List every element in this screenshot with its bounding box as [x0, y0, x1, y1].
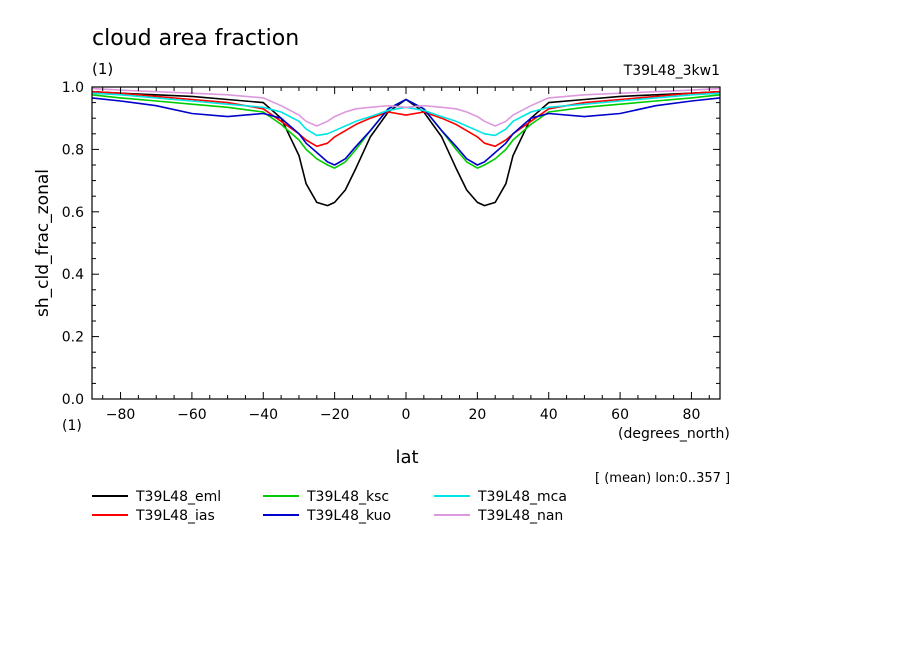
- x-tick-label: −60: [177, 407, 207, 423]
- legend-label: T39L48_nan: [477, 508, 563, 524]
- x-tick-label: 80: [683, 407, 701, 423]
- experiment-label: T39L48_3kw1: [623, 63, 720, 79]
- x-axis-units: (degrees_north): [618, 426, 730, 442]
- plot-area: [91, 87, 721, 207]
- y-tick-label: 1.0: [62, 80, 84, 96]
- legend-label: T39L48_eml: [135, 489, 221, 505]
- x-tick-label: −40: [248, 407, 278, 423]
- chart-title: cloud area fraction: [92, 26, 299, 51]
- x-tick-label: −20: [320, 407, 350, 423]
- series-line-T39L48_kuo: [91, 97, 721, 166]
- legend-label: T39L48_kuo: [306, 508, 391, 524]
- series-line-T39L48_eml: [91, 90, 721, 207]
- legend-label: T39L48_ias: [135, 508, 215, 524]
- y-tick-label: 0.0: [62, 392, 84, 408]
- y-tick-label: 0.8: [62, 142, 84, 158]
- y-tick-label: 0.2: [62, 330, 84, 346]
- y-tick-label: 0.6: [62, 205, 84, 221]
- x-tick-label: −80: [106, 407, 136, 423]
- series-line-T39L48_nan: [91, 87, 721, 127]
- x-tick-label: 60: [611, 407, 629, 423]
- series-line-T39L48_ksc: [91, 94, 721, 169]
- plot-frame: [91, 86, 721, 400]
- x-axis: −80 −60 −40 −20 0 20 40 60 80: [102, 87, 710, 423]
- x-axis-label: lat: [395, 447, 418, 468]
- x-tick-label: 20: [468, 407, 486, 423]
- x-tick-label: 0: [402, 407, 411, 423]
- y-axis-units: (1): [62, 418, 82, 434]
- averaging-note: [ (mean) lon:0..357 ]: [595, 471, 730, 486]
- legend: T39L48_eml T39L48_ias T39L48_ksc T39L48_kuo…: [92, 489, 567, 524]
- y-tick-label: 0.4: [62, 267, 84, 283]
- y-axis: 0.0 0.2 0.4 0.6 0.8 1.0: [62, 80, 720, 408]
- legend-label: T39L48_ksc: [306, 489, 389, 505]
- y-axis-label: sh_cld_frac_zonal: [33, 169, 53, 317]
- series-line-T39L48_ias: [91, 90, 721, 148]
- legend-label: T39L48_mca: [477, 489, 567, 505]
- x-tick-label: 40: [540, 407, 558, 423]
- title-units: (1): [92, 60, 113, 78]
